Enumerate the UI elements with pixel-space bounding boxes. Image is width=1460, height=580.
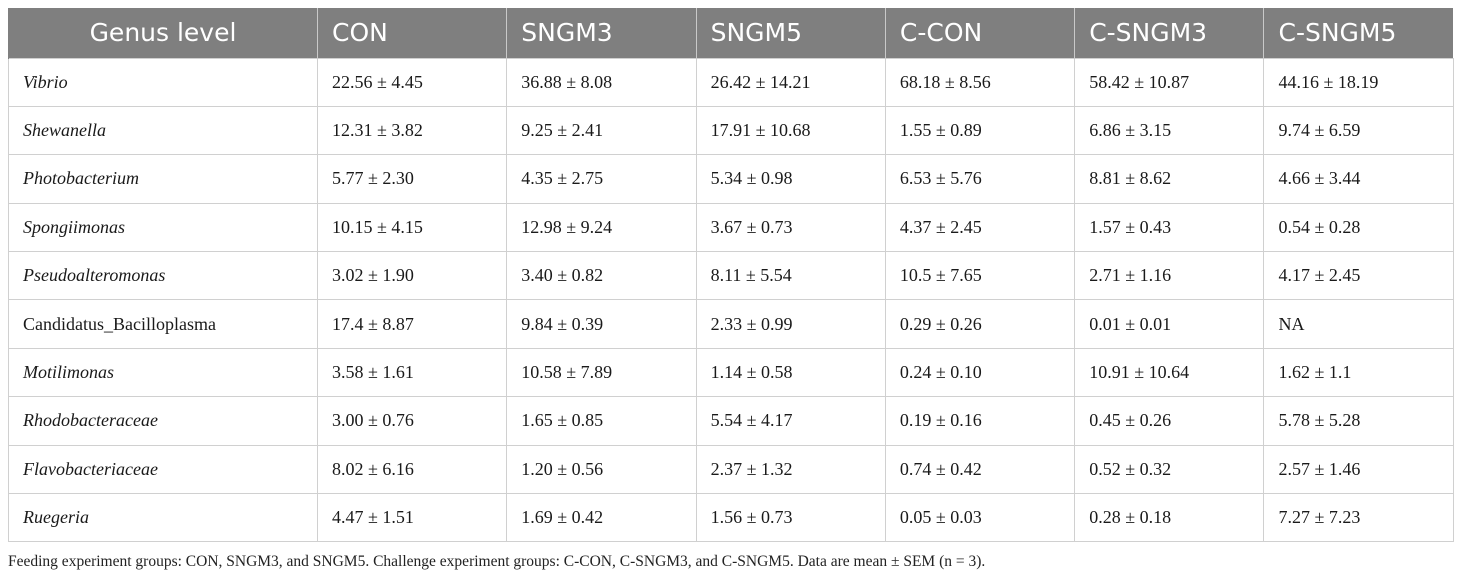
genus-cell: Flavobacteriaceae — [8, 444, 318, 495]
header-sngm3: SNGM3 — [506, 8, 697, 58]
table-body: Vibrio 22.56 ± 4.45 36.88 ± 8.08 26.42 ± 14… — [8, 57, 1454, 543]
header-c-con: C-CON — [884, 8, 1075, 58]
value-cell: 3.40 ± 0.82 — [506, 251, 697, 301]
value-cell: 4.37 ± 2.45 — [884, 202, 1076, 253]
value-cell: 68.18 ± 8.56 — [884, 57, 1076, 107]
value-cell: 1.56 ± 0.73 — [695, 493, 886, 543]
value-cell: 1.20 ± 0.56 — [506, 444, 697, 495]
value-cell: 1.14 ± 0.58 — [695, 347, 886, 398]
header-c-sngm5: C-SNGM5 — [1263, 8, 1454, 58]
value-cell: 8.02 ± 6.16 — [316, 444, 508, 495]
value-cell: 0.05 ± 0.03 — [884, 493, 1076, 543]
value-cell: 12.31 ± 3.82 — [316, 105, 508, 156]
genus-table-container: Genus level CON SNGM3 SNGM5 C-CON C-SNGM… — [8, 8, 1454, 543]
value-cell: 2.37 ± 1.32 — [695, 444, 886, 495]
value-cell: 2.33 ± 0.99 — [695, 299, 886, 349]
value-cell: 0.74 ± 0.42 — [884, 444, 1076, 495]
value-cell: 5.77 ± 2.30 — [316, 154, 508, 204]
header-genus-level: Genus level — [8, 8, 318, 58]
value-cell: 1.55 ± 0.89 — [884, 105, 1076, 156]
value-cell: 3.58 ± 1.61 — [316, 347, 508, 398]
header-sngm5: SNGM5 — [695, 8, 886, 58]
value-cell: 17.91 ± 10.68 — [695, 105, 886, 156]
table-row: Candidatus_Bacilloplasma 17.4 ± 8.87 9.84 … — [8, 299, 1454, 349]
table-row: Vibrio 22.56 ± 4.45 36.88 ± 8.08 26.42 ± 14… — [8, 57, 1454, 107]
value-cell: 4.17 ± 2.45 — [1263, 251, 1454, 301]
table-header-row: Genus level CON SNGM3 SNGM5 C-CON C-SNGM… — [8, 8, 1454, 58]
value-cell: 5.34 ± 0.98 — [695, 154, 886, 204]
value-cell: 0.01 ± 0.01 — [1074, 299, 1265, 349]
genus-cell: Vibrio — [8, 57, 318, 107]
table-footnote: Feeding experiment groups: CON, SNGM3, a… — [8, 553, 986, 570]
value-cell: 10.91 ± 10.64 — [1074, 347, 1265, 398]
value-cell: 22.56 ± 4.45 — [316, 57, 508, 107]
genus-cell: Pseudoalteromonas — [8, 251, 318, 301]
genus-cell: Photobacterium — [8, 154, 318, 204]
value-cell: 0.24 ± 0.10 — [884, 347, 1076, 398]
value-cell: 1.57 ± 0.43 — [1074, 202, 1265, 253]
header-con: CON — [316, 8, 507, 58]
table-row: Flavobacteriaceae 8.02 ± 6.16 1.20 ± 0.56 2… — [8, 444, 1454, 495]
table-row: Motilimonas 3.58 ± 1.61 10.58 ± 7.89 1.14 ±… — [8, 347, 1454, 398]
value-cell: 9.84 ± 0.39 — [506, 299, 697, 349]
value-cell: 6.53 ± 5.76 — [884, 154, 1076, 204]
value-cell: 0.45 ± 0.26 — [1074, 396, 1265, 446]
value-cell: 2.57 ± 1.46 — [1263, 444, 1454, 495]
table-row: Spongiimonas 10.15 ± 4.15 12.98 ± 9.24 3.67… — [8, 202, 1454, 253]
table-row: Pseudoalteromonas 3.02 ± 1.90 3.40 ± 0.82 8… — [8, 251, 1454, 301]
value-cell: 0.28 ± 0.18 — [1074, 493, 1265, 543]
value-cell: 8.81 ± 8.62 — [1074, 154, 1265, 204]
value-cell: 4.35 ± 2.75 — [506, 154, 697, 204]
value-cell: 44.16 ± 18.19 — [1263, 57, 1454, 107]
value-cell: 4.66 ± 3.44 — [1263, 154, 1454, 204]
value-cell: 1.65 ± 0.85 — [506, 396, 697, 446]
value-cell: 0.29 ± 0.26 — [884, 299, 1076, 349]
value-cell: 58.42 ± 10.87 — [1074, 57, 1265, 107]
genus-cell: Ruegeria — [8, 493, 318, 543]
value-cell: 8.11 ± 5.54 — [695, 251, 886, 301]
value-cell: 9.74 ± 6.59 — [1263, 105, 1454, 156]
genus-cell: Spongiimonas — [8, 202, 318, 253]
genus-cell: Rhodobacteraceae — [8, 396, 318, 446]
value-cell: 1.69 ± 0.42 — [506, 493, 697, 543]
value-cell: 3.00 ± 0.76 — [316, 396, 508, 446]
value-cell: 36.88 ± 8.08 — [506, 57, 697, 107]
value-cell: 26.42 ± 14.21 — [695, 57, 886, 107]
genus-cell: Motilimonas — [8, 347, 318, 398]
table-row: Shewanella 12.31 ± 3.82 9.25 ± 2.41 17.91 ±… — [8, 105, 1454, 156]
table-row: Ruegeria 4.47 ± 1.51 1.69 ± 0.42 1.56 ± 0.7… — [8, 493, 1454, 543]
value-cell: 6.86 ± 3.15 — [1074, 105, 1265, 156]
value-cell: 3.02 ± 1.90 — [316, 251, 508, 301]
value-cell: 17.4 ± 8.87 — [316, 299, 508, 349]
value-cell: NA — [1263, 299, 1454, 349]
genus-abundance-table: Genus level CON SNGM3 SNGM5 C-CON C-SNGM… — [8, 8, 1454, 543]
value-cell: 0.19 ± 0.16 — [884, 396, 1076, 446]
value-cell: 9.25 ± 2.41 — [506, 105, 697, 156]
value-cell: 5.78 ± 5.28 — [1263, 396, 1454, 446]
table-row: Rhodobacteraceae 3.00 ± 0.76 1.65 ± 0.85 5.… — [8, 396, 1454, 446]
table-row: Photobacterium 5.77 ± 2.30 4.35 ± 2.75 5.34… — [8, 154, 1454, 204]
value-cell: 5.54 ± 4.17 — [695, 396, 886, 446]
value-cell: 2.71 ± 1.16 — [1074, 251, 1265, 301]
value-cell: 4.47 ± 1.51 — [316, 493, 508, 543]
value-cell: 1.62 ± 1.1 — [1263, 347, 1454, 398]
value-cell: 3.67 ± 0.73 — [695, 202, 886, 253]
value-cell: 12.98 ± 9.24 — [506, 202, 697, 253]
value-cell: 10.58 ± 7.89 — [506, 347, 697, 398]
genus-cell: Shewanella — [8, 105, 318, 156]
header-c-sngm3: C-SNGM3 — [1074, 8, 1264, 58]
genus-cell: Candidatus_Bacilloplasma — [8, 299, 318, 349]
value-cell: 0.52 ± 0.32 — [1074, 444, 1265, 495]
value-cell: 0.54 ± 0.28 — [1263, 202, 1454, 253]
value-cell: 10.5 ± 7.65 — [884, 251, 1076, 301]
value-cell: 7.27 ± 7.23 — [1263, 493, 1454, 543]
value-cell: 10.15 ± 4.15 — [316, 202, 508, 253]
